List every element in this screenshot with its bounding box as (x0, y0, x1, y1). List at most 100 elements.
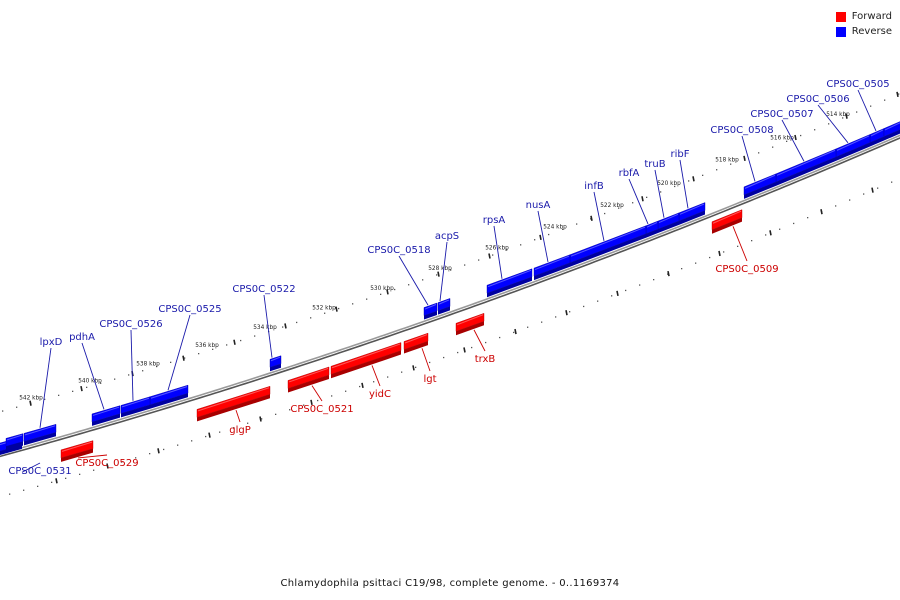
scale-dot (814, 129, 816, 131)
gene-label-CPS0C_0509: CPS0C_0509 (715, 226, 779, 275)
major-tick (106, 463, 109, 469)
scale-dot (387, 376, 389, 378)
gene-label-CPS0C_0518-leader (398, 255, 429, 306)
gene-label-truB-leader (654, 169, 665, 218)
gene-label-rpsA-leader (493, 225, 503, 279)
scale-dot (450, 269, 452, 271)
gene-label-CPS0C_0522: CPS0C_0522 (232, 284, 295, 295)
gene-label-CPS0C_0521: CPS0C_0521 (290, 385, 354, 415)
scale-dot (156, 365, 158, 368)
major-tick (157, 448, 160, 454)
gene-label-CPS0C_0518: CPS0C_0518 (367, 245, 430, 256)
scale-dot (590, 218, 592, 220)
gene-CPS0C_0508 (743, 173, 777, 199)
legend-reverse: Reverse (835, 24, 892, 39)
scale-dot (429, 361, 431, 364)
scale-dot (205, 435, 207, 438)
scale-dot (541, 321, 543, 323)
scale-dot (289, 409, 291, 411)
gene-label-pdhA: pdhA (69, 332, 105, 410)
scale-dot (877, 187, 879, 189)
gene-CPS0C_0505 (869, 128, 885, 147)
gene-CPS0C_0506-shade (836, 142, 870, 161)
gene-label-rbfA-leader (628, 178, 649, 225)
major-tick (208, 432, 211, 438)
scale-dot (198, 353, 200, 355)
gene-glgP-body (196, 385, 271, 418)
gene-label-CPS0C_0529-leader (77, 454, 108, 459)
gene-trxB (455, 312, 485, 336)
gene-CPS0C_0518-body (423, 302, 438, 316)
gene-CPS0C_0509 (711, 209, 743, 234)
gene-nusA-body (533, 254, 571, 277)
scale-dot (93, 469, 95, 471)
scale-dot (373, 381, 375, 383)
scale-dot (415, 366, 417, 368)
gene-label-CPS0C_0526: CPS0C_0526 (99, 319, 162, 330)
gene-CPS0C_0525-highlight (150, 386, 188, 399)
scale-dot (2, 410, 4, 412)
scale-dot (163, 448, 165, 451)
scale-dot (653, 279, 655, 281)
gene-label-CPS0C_0525: CPS0C_0525 (158, 304, 221, 315)
gene-CPS0C_0529-highlight (61, 441, 93, 452)
scale-dot (870, 105, 872, 107)
scale-dot (632, 202, 634, 204)
scale-dot (254, 335, 256, 337)
major-tick (539, 234, 542, 241)
scale-dot (394, 288, 396, 291)
tick-label: 518 kbp (715, 158, 739, 164)
scale-dot (16, 406, 18, 408)
major-tick (820, 209, 823, 215)
gene-label-acpS: acpS (435, 231, 459, 301)
gene-label-rpsA: rpsA (483, 215, 505, 279)
scale-dot (219, 431, 221, 433)
scale-dot (296, 321, 298, 324)
gene-label-CPS0C_0531-leader (21, 462, 41, 473)
scale-dot (9, 493, 11, 495)
gene-label-truB: truB (644, 159, 666, 218)
major-tick (182, 355, 185, 361)
backbone-lower-line (0, 137, 900, 458)
gene-label-ribF: ribF (671, 149, 690, 209)
tick-label: 542 kbp (19, 395, 43, 401)
gene-CPS0C_0518 (423, 302, 438, 320)
major-tick (743, 155, 746, 162)
scale-dot (37, 485, 39, 487)
gene-CPS0C_0509-body (711, 209, 743, 231)
gene-CPS0C_0526 (120, 396, 151, 418)
scale-dot (737, 245, 739, 247)
scale-dot (261, 418, 263, 420)
gene-label-CPS0C_0507: CPS0C_0507 (750, 109, 814, 162)
gene-glgP-shade (197, 394, 270, 422)
tick-labels: 514 kbp 516 kbp 518 kbp 520 kbp 522 kbp 524 k… (19, 112, 850, 401)
gene-label-CPS0C_0522: CPS0C_0522 (232, 284, 296, 358)
gene-CPS0C_0526-highlight (121, 397, 150, 408)
gene-label-glgP: glgP (229, 409, 251, 436)
scale-dot (51, 481, 53, 483)
tick-label: 530 kbp (370, 286, 394, 292)
major-tick (616, 290, 619, 297)
gene-rpsA-shade (487, 276, 532, 298)
gene-label-nusA: nusA (526, 200, 551, 262)
major-tick (55, 478, 58, 484)
gene-reverse-unlabeled-shade (6, 441, 23, 451)
scale-dot (667, 273, 669, 275)
gene-acpS-shade (438, 306, 450, 315)
scale-dot (758, 152, 760, 154)
gene-label-rbfA: rbfA (619, 168, 649, 225)
legend-forward-label: Forward (851, 11, 892, 22)
scale-dot (779, 228, 781, 230)
gene-CPS0C_0522-body (269, 355, 282, 368)
scale-dot (338, 307, 340, 310)
gene-label-trxB: trxB (473, 329, 495, 365)
scale-dot (58, 394, 60, 396)
gene-nusA (533, 254, 571, 281)
major-tick (565, 310, 568, 316)
scale-dot (506, 249, 508, 251)
gene-CPS0C_0518-shade (424, 310, 437, 320)
scale-dot (884, 99, 886, 101)
gene-reverse-unlabeled-highlight (884, 122, 900, 131)
scale-dot (72, 390, 74, 392)
